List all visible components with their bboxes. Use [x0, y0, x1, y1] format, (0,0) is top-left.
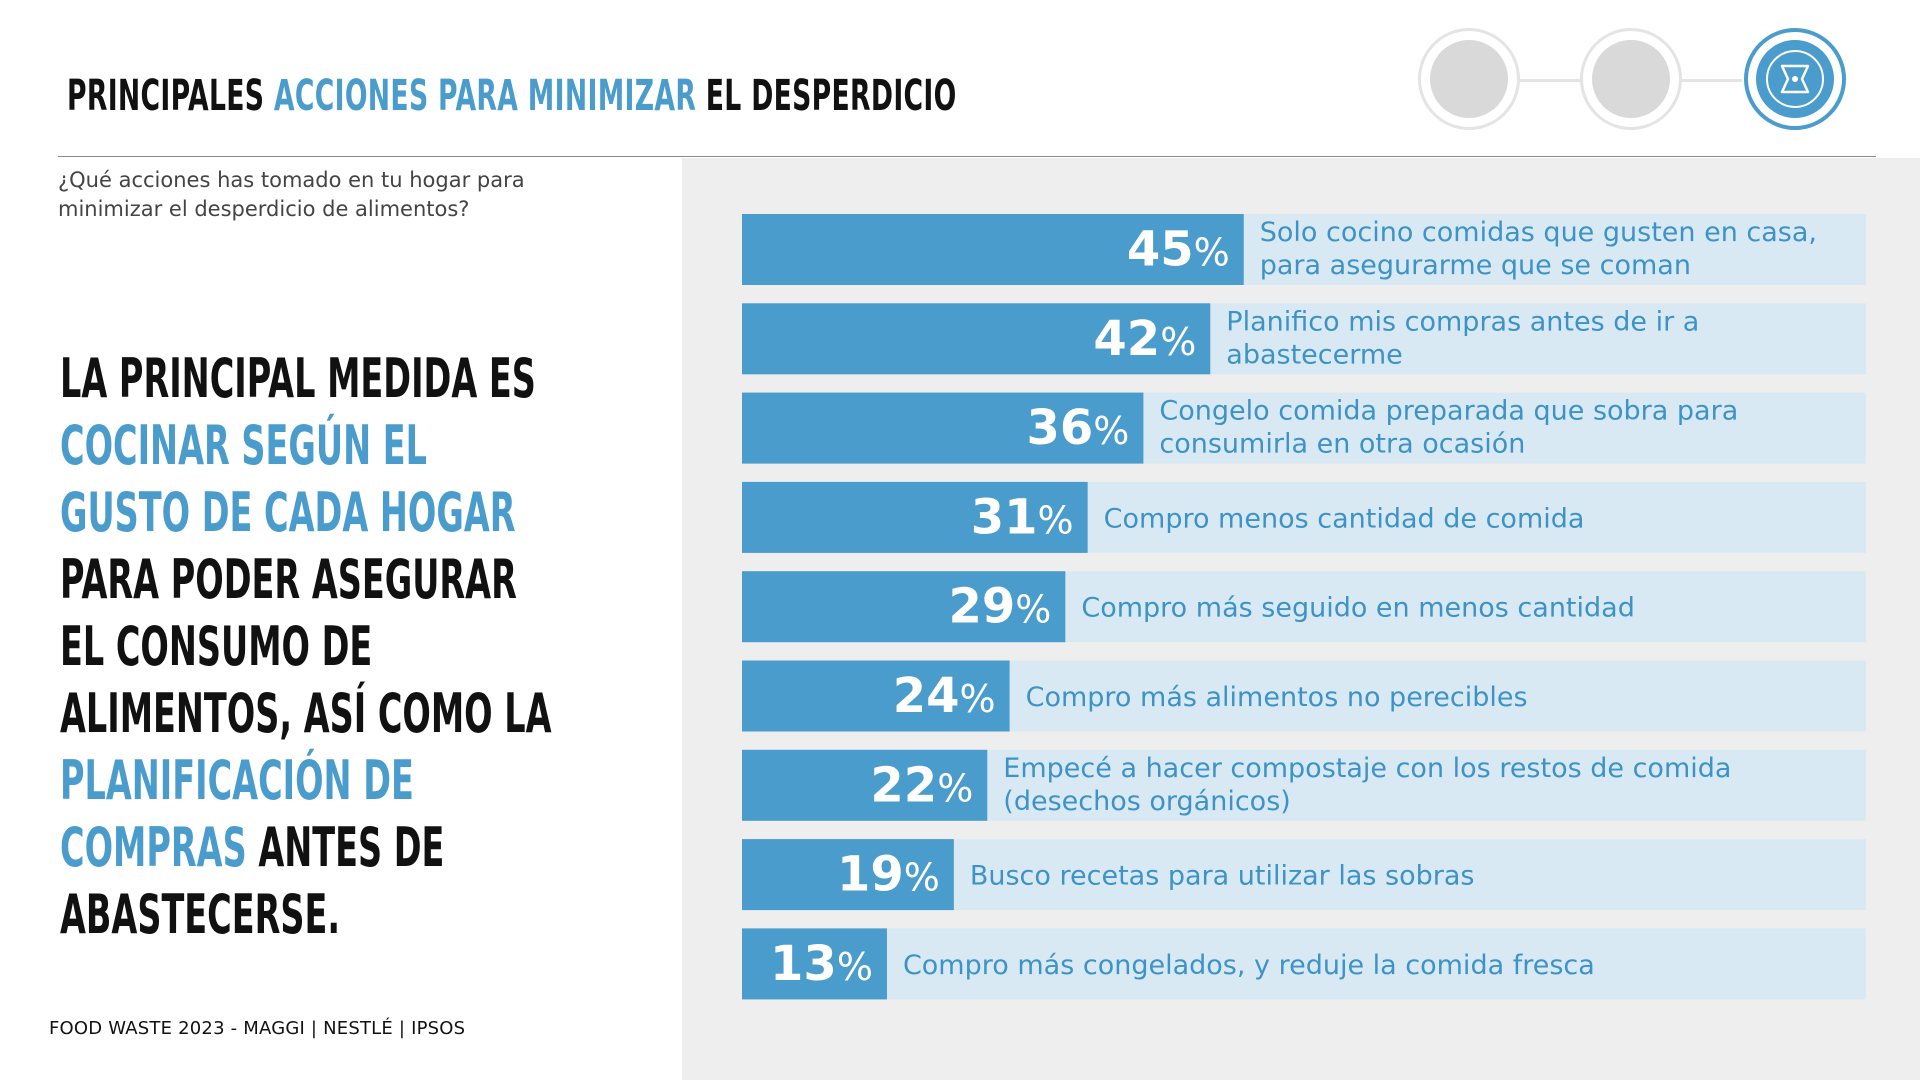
survey-question: ¿Qué acciones has tomado en tu hogar par… — [58, 168, 525, 221]
step-2 — [1580, 28, 1682, 130]
page-title: PRINCIPALES ACCIONES PARA MINIMIZAR EL D… — [67, 66, 957, 126]
headline-highlight-2: PLANIFICACIÓN DE COMPRAS — [60, 749, 414, 879]
bar-track — [742, 928, 1866, 1000]
category-label: Solo cocino comidas que gusten en casa, p… — [1260, 217, 1817, 281]
header-divider — [58, 156, 1876, 157]
category-label: Planifico mis compras antes de ir a abast… — [1226, 306, 1699, 370]
bar-value-label: 36% — [1026, 400, 1129, 456]
bar-value-label: 42% — [1093, 311, 1196, 367]
bar-value-label: 13% — [770, 936, 873, 992]
category-label: Compro más seguido en menos cantidad — [1081, 593, 1635, 624]
headline-text-1: LA PRINCIPAL MEDIDA ES — [60, 347, 536, 410]
title-part-3: EL DESPERDICIO — [696, 71, 957, 121]
headline-text-2: PARA PODER ASEGURAR EL CONSUMO DE ALIMEN… — [60, 548, 552, 745]
bar — [742, 839, 954, 911]
category-label: Congelo comida preparada que sobra para c… — [1159, 396, 1738, 460]
bar — [742, 481, 1088, 553]
bar — [742, 571, 1066, 643]
bar-value-label: 19% — [837, 847, 940, 903]
bar-value-label: 24% — [893, 668, 996, 724]
bar-chart: 45% Solo cocino comidas que gusten en cas… — [742, 214, 1866, 1000]
headline-text-3: ANTES DE ABASTECERSE. — [60, 816, 445, 946]
bar — [742, 749, 988, 821]
category-label: Compro más congelados, y reduje la comid… — [903, 950, 1595, 981]
bar-value-label: 22% — [870, 757, 973, 813]
title-part-2: ACCIONES PARA MINIMIZAR — [273, 71, 697, 121]
bar-value-label: 45% — [1127, 222, 1230, 278]
category-label: Compro menos cantidad de comida — [1104, 503, 1585, 534]
step-1 — [1418, 28, 1520, 130]
category-label: Empecé a hacer compostaje con los restos… — [1003, 753, 1731, 817]
category-label: Compro más alimentos no perecibles — [1026, 682, 1528, 713]
bar — [742, 392, 1144, 464]
shield-icon — [1766, 50, 1824, 108]
bar — [742, 660, 1010, 732]
bar-value-label: 31% — [971, 489, 1074, 545]
key-insight: LA PRINCIPAL MEDIDA ES COCINAR SEGÚN EL … — [60, 345, 568, 948]
step-3-active — [1744, 28, 1846, 130]
bar-value-label: 29% — [948, 579, 1051, 635]
headline-highlight-1: COCINAR SEGÚN EL GUSTO DE CADA HOGAR — [60, 414, 516, 544]
step-connector — [1682, 79, 1742, 82]
category-label: Busco recetas para utilizar las sobras — [970, 861, 1475, 892]
chart-panel: 45% Solo cocino comidas que gusten en cas… — [682, 158, 1920, 1080]
step-connector — [1520, 79, 1580, 82]
title-part-1: PRINCIPALES — [67, 71, 274, 121]
progress-steps — [1418, 28, 1852, 138]
bar — [742, 928, 887, 1000]
bar — [742, 214, 1244, 285]
bar — [742, 303, 1211, 375]
source-footer: FOOD WASTE 2023 - MAGGI | NESTLÉ | IPSOS — [49, 1018, 466, 1039]
